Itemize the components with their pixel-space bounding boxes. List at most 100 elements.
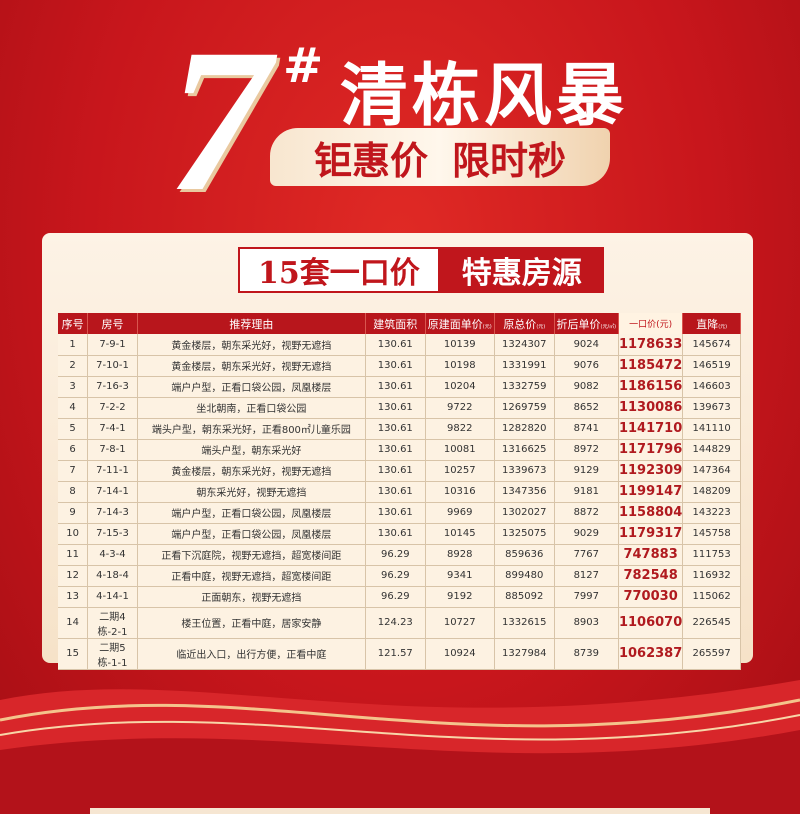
table-cell: 临近出入口，出行方便，正看中庭 [137, 638, 367, 670]
table-cell: 859636 [494, 544, 555, 566]
card-title-right: 特惠房源 [439, 247, 604, 293]
table-cell: 130.61 [365, 376, 426, 398]
decorative-waves [0, 680, 800, 814]
table-cell: 7-10-1 [87, 355, 138, 377]
table-cell: 144829 [682, 439, 741, 461]
table-row: 12 4-18-4 正看中庭，视野无遮挡，超宽楼间距 96.29 9341 899480 8… [58, 565, 741, 587]
table-cell: 7-16-3 [87, 376, 138, 398]
ribbon-text-2: 限时秒 [452, 137, 567, 183]
column-label: 序号 [61, 317, 84, 331]
column-unit: (元) [536, 323, 546, 330]
table-cell: 8739 [554, 638, 619, 670]
table-row: 5 7-4-1 端头户型，朝东采光好，正看800㎡儿童乐园 130.61 9822 128… [58, 418, 741, 440]
table-cell: 1179317 [618, 523, 684, 545]
column-unit: (元/㎡) [600, 323, 617, 330]
table-cell: 782548 [618, 565, 684, 587]
table-cell: 4-14-1 [87, 586, 138, 608]
table-cell: 1106070 [618, 607, 684, 639]
table-cell: 10257 [425, 460, 495, 482]
column-label: 房号 [101, 317, 124, 331]
column-label: 建筑面积 [373, 317, 418, 331]
table-cell: 7767 [554, 544, 619, 566]
table-cell: 朝东采光好，视野无遮挡 [137, 481, 367, 503]
table-cell: 7-14-1 [87, 481, 138, 503]
table-cell: 5 [58, 418, 89, 440]
table-row: 6 7-8-1 端头户型，朝东采光好 130.61 10081 1316625 8972 11… [58, 439, 741, 461]
table-cell: 9029 [554, 523, 619, 545]
table-cell: 14 [58, 607, 89, 639]
building-number: 7 [168, 7, 271, 234]
column-header: 房号 [87, 313, 138, 334]
column-label: 直降 [696, 317, 719, 331]
table-cell: 7-11-1 [87, 460, 138, 482]
table-cell: 226545 [682, 607, 741, 639]
table-cell: 正看下沉庭院，视野无遮挡，超宽楼间距 [137, 544, 367, 566]
table-cell: 130.61 [365, 439, 426, 461]
table-cell: 9722 [425, 397, 495, 419]
hash-mark: # [283, 38, 324, 94]
table-cell: 9969 [425, 502, 495, 524]
table-cell: 8972 [554, 439, 619, 461]
column-header: 序号 [58, 313, 89, 334]
table-cell: 黄金楼层，朝东采光好，视野无遮挡 [137, 355, 367, 377]
column-header: 原总价(元) [494, 313, 555, 334]
poster-title: 清栋风暴 [340, 56, 629, 136]
table-row: 13 4-14-1 正面朝东，视野无遮挡 96.29 9192 885092 7997 770… [58, 586, 741, 608]
table-cell: 坐北朝南，正看口袋公园 [137, 397, 367, 419]
table-cell: 1186156 [618, 376, 684, 398]
table-cell: 9822 [425, 418, 495, 440]
table-cell: 9129 [554, 460, 619, 482]
table-cell: 9082 [554, 376, 619, 398]
column-header: 直降(元) [682, 313, 741, 334]
table-cell: 1062387 [618, 638, 684, 670]
table-cell: 黄金楼层，朝东采光好，视野无遮挡 [137, 334, 367, 356]
table-cell: 端头户型，朝东采光好 [137, 439, 367, 461]
table-cell: 楼王位置，正看中庭，居家安静 [137, 607, 367, 639]
table-cell: 二期4栋-2-1 [87, 607, 138, 639]
table-cell: 111753 [682, 544, 741, 566]
table-cell: 130.61 [365, 355, 426, 377]
table-cell: 4-18-4 [87, 565, 138, 587]
table-cell: 1324307 [494, 334, 555, 356]
table-row: 7 7-11-1 黄金楼层，朝东采光好，视野无遮挡 130.61 10257 133967… [58, 460, 741, 482]
table-cell: 正看中庭，视野无遮挡，超宽楼间距 [137, 565, 367, 587]
table-cell: 145674 [682, 334, 741, 356]
table-cell: 9024 [554, 334, 619, 356]
table-cell: 7-4-1 [87, 418, 138, 440]
table-row: 4 7-2-2 坐北朝南，正看口袋公园 130.61 9722 1269759 8652 11… [58, 397, 741, 419]
table-cell: 10139 [425, 334, 495, 356]
column-header: 建筑面积 [365, 313, 426, 334]
table-cell: 15 [58, 638, 89, 670]
table-cell: 2 [58, 355, 89, 377]
table-cell: 124.23 [365, 607, 426, 639]
table-row: 2 7-10-1 黄金楼层，朝东采光好，视野无遮挡 130.61 10198 133199… [58, 355, 741, 377]
table-cell: 正面朝东，视野无遮挡 [137, 586, 367, 608]
table-cell: 10081 [425, 439, 495, 461]
table-cell: 3 [58, 376, 89, 398]
table-cell: 10316 [425, 481, 495, 503]
table-cell: 1178633 [618, 334, 684, 356]
column-label: 推荐理由 [229, 317, 274, 331]
table-cell: 265597 [682, 638, 741, 670]
table-cell: 1130086 [618, 397, 684, 419]
column-label: 折后单价 [556, 317, 601, 331]
table-cell: 146519 [682, 355, 741, 377]
table-cell: 1347356 [494, 481, 555, 503]
table-row: 10 7-15-3 端户户型，正看口袋公园，凤凰楼层 130.61 10145 13250… [58, 523, 741, 545]
table-cell: 1331991 [494, 355, 555, 377]
table-cell: 8652 [554, 397, 619, 419]
table-cell: 端头户型，朝东采光好，正看800㎡儿童乐园 [137, 418, 367, 440]
table-cell: 1158804 [618, 502, 684, 524]
table-cell: 96.29 [365, 565, 426, 587]
table-cell: 黄金楼层，朝东采光好，视野无遮挡 [137, 460, 367, 482]
table-cell: 145758 [682, 523, 741, 545]
table-cell: 130.61 [365, 523, 426, 545]
table-cell: 4-3-4 [87, 544, 138, 566]
table-cell: 146603 [682, 376, 741, 398]
table-cell: 1339673 [494, 460, 555, 482]
table-cell: 1 [58, 334, 89, 356]
table-cell: 1269759 [494, 397, 555, 419]
table-cell: 8741 [554, 418, 619, 440]
table-row: 3 7-16-3 端户户型，正看口袋公园，凤凰楼层 130.61 10204 133275… [58, 376, 741, 398]
table-cell: 9 [58, 502, 89, 524]
